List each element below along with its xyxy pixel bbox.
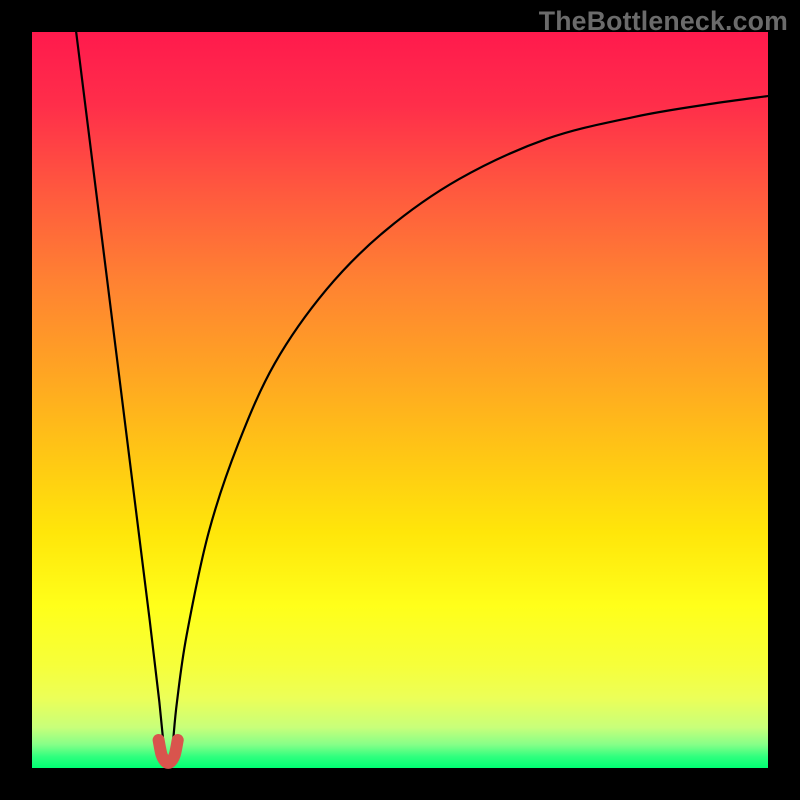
bottleneck-chart [0, 0, 800, 800]
watermark-text: TheBottleneck.com [539, 6, 788, 37]
plot-gradient-area [32, 32, 768, 768]
chart-container: TheBottleneck.com [0, 0, 800, 800]
